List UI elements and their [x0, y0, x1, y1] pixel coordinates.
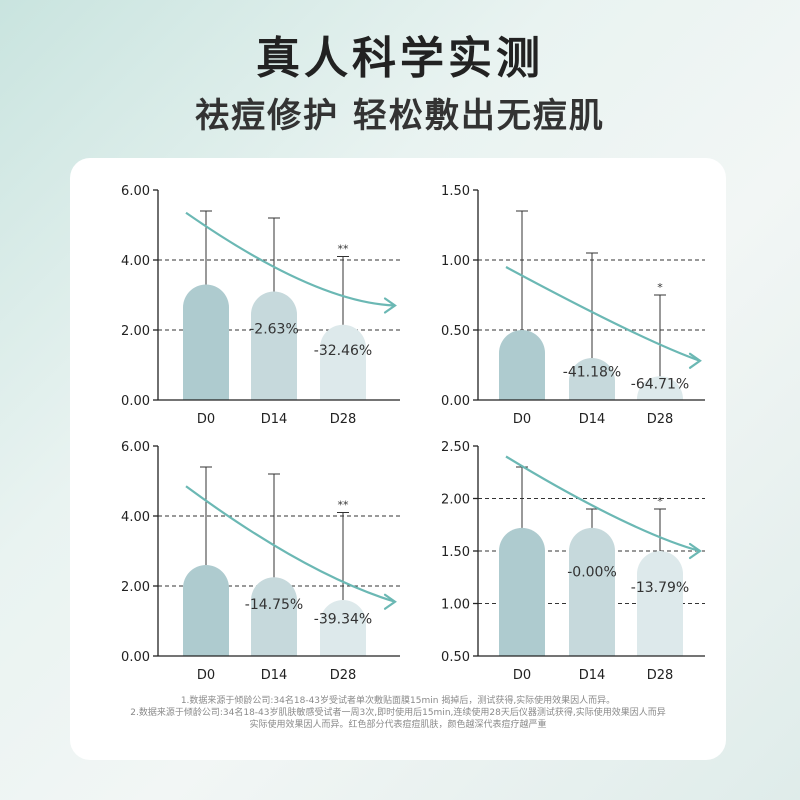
trend-arrow-head	[383, 297, 397, 314]
chart-2: * -41.18% -64.71% 0.00 0.50 1.00 1.50 D0 D14 D28	[441, 184, 705, 427]
x-tick-label: D28	[647, 412, 674, 427]
y-tick-label: 4.00	[121, 510, 150, 525]
trend-arrow	[185, 485, 396, 603]
percent-label: -41.18%	[563, 365, 621, 381]
y-tick-label: 2.00	[121, 324, 150, 339]
y-tick-label: 1.00	[441, 598, 470, 613]
x-tick-label: D28	[330, 668, 357, 683]
chart-3: ** -14.75% -39.34% 0.00 2.00 4.00 6.00 D0 D14 D28	[121, 440, 400, 683]
x-tick-label: D14	[261, 412, 288, 427]
x-tick-label: D0	[197, 668, 215, 683]
chart-1: ** -2.63% -32.46% 0.00 2.00 4.00 6.00 D0 D14 D28	[121, 184, 400, 427]
bar-d0	[499, 330, 545, 400]
bar-d28	[637, 551, 683, 656]
bar-d14	[569, 358, 615, 400]
y-tick-label: 0.00	[121, 650, 150, 665]
percent-label: -32.46%	[314, 343, 372, 359]
y-tick-label: 4.00	[121, 254, 150, 269]
y-tick-label: 2.50	[441, 440, 470, 455]
percent-label: -39.34%	[314, 612, 372, 628]
y-tick-label: 1.00	[441, 254, 470, 269]
x-tick-label: D14	[261, 668, 288, 683]
percent-label: -2.63%	[249, 321, 299, 337]
bar-d0	[183, 565, 229, 656]
x-tick-label: D28	[647, 668, 674, 683]
bar-d14	[251, 577, 297, 656]
x-tick-label: D14	[579, 668, 606, 683]
y-tick-label: 6.00	[121, 440, 150, 455]
page-subtitle: 祛痘修护 轻松敷出无痘肌	[195, 96, 605, 136]
bar-d28	[320, 600, 366, 656]
x-tick-label: D14	[579, 412, 606, 427]
footnotes: 1.数据来源于倾龄公司:34名18-43岁受试者单次敷贴面膜15min 揭掉后，…	[70, 695, 726, 731]
y-tick-label: 0.00	[121, 394, 150, 409]
trend-arrow-head	[383, 593, 397, 610]
y-tick-label: 0.50	[441, 650, 470, 665]
y-tick-label: 0.00	[441, 394, 470, 409]
y-tick-label: 2.00	[441, 493, 470, 508]
footnote-2: 2.数据来源于倾龄公司:34名18-43岁肌肤敏感受试者一周3次,即时使用后15…	[130, 708, 666, 718]
bar-d14	[251, 291, 297, 400]
trend-arrow	[505, 266, 701, 362]
chart-panel	[70, 158, 726, 760]
percent-label: -0.00%	[567, 565, 617, 581]
x-tick-label: D0	[513, 668, 531, 683]
x-tick-label: D0	[197, 412, 215, 427]
significance-mark: **	[338, 499, 350, 512]
bar-d28	[637, 376, 683, 400]
percent-label: -14.75%	[245, 597, 303, 613]
trend-arrow	[505, 455, 701, 553]
y-tick-label: 0.50	[441, 324, 470, 339]
significance-mark: **	[338, 243, 350, 256]
y-tick-label: 1.50	[441, 184, 470, 199]
footnote-3: 实际使用效果因人而异。红色部分代表痘痘肌肤，颜色越深代表痘疗越严重	[249, 720, 547, 730]
y-tick-label: 2.00	[121, 580, 150, 595]
x-tick-label: D28	[330, 412, 357, 427]
footnote-1: 1.数据来源于倾龄公司:34名18-43岁受试者单次敷贴面膜15min 揭掉后，…	[180, 696, 616, 706]
y-tick-label: 1.50	[441, 545, 470, 560]
y-tick-label: 6.00	[121, 184, 150, 199]
chart-4: * -0.00% -13.79% 0.50 1.00 1.50 2.00 2.50 D0 D14 D…	[441, 440, 705, 683]
page-title: 真人科学实测	[256, 33, 544, 84]
bar-d14	[569, 527, 615, 656]
significance-mark: *	[657, 495, 663, 508]
percent-label: -13.79%	[631, 580, 689, 596]
trend-arrow-head	[688, 352, 702, 369]
bar-d28	[320, 324, 366, 400]
percent-label: -64.71%	[631, 377, 689, 393]
x-tick-label: D0	[513, 412, 531, 427]
significance-mark: *	[657, 281, 663, 294]
bar-d0	[183, 284, 229, 400]
trend-arrow-head	[688, 542, 702, 560]
trend-arrow	[185, 211, 396, 307]
bar-d0	[499, 527, 545, 656]
